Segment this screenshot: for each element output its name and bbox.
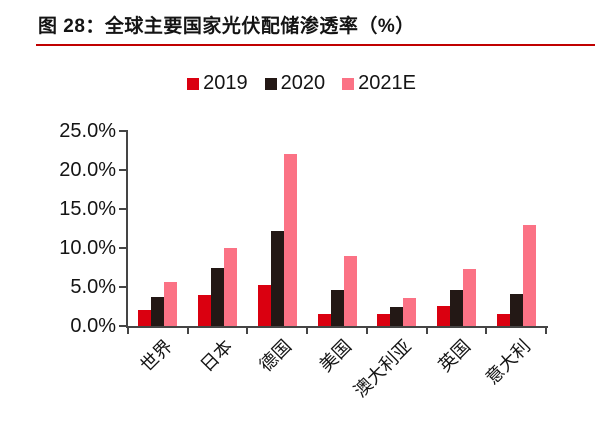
bar-2019-英国 (436, 305, 450, 326)
bar-2020-德国 (270, 230, 284, 326)
x-axis-label-德国: 德国 (255, 336, 296, 376)
y-axis-tick (119, 169, 128, 171)
figure-title: 图 28：全球主要国家光伏配储渗透率（%） (38, 16, 415, 37)
bar-2019-日本 (198, 294, 212, 326)
legend-item-2020: 2020 (264, 72, 326, 95)
bar-2020-世界 (151, 297, 165, 326)
bar-2019-美国 (317, 314, 331, 326)
bar-2019-德国 (257, 285, 271, 326)
y-axis-tick-label: 5.0% (70, 276, 116, 298)
bar-2019-世界 (138, 310, 152, 326)
y-axis-tick (119, 247, 128, 249)
bar-2019-澳大利亚 (377, 314, 391, 326)
bar-2021E-日本 (224, 248, 238, 326)
legend-label-2020: 2020 (280, 72, 326, 94)
y-axis-tick (119, 286, 128, 288)
bar-2020-英国 (449, 290, 463, 326)
x-axis-tick (365, 328, 368, 334)
legend-label-2019: 2019 (203, 72, 248, 94)
bar-2020-美国 (330, 290, 344, 326)
y-axis-tick (119, 325, 128, 327)
x-axis-tick (425, 328, 428, 334)
legend-item-2021e: 2021E (342, 72, 416, 95)
y-axis-tick-label: 15.0% (59, 198, 116, 220)
bar-2021E-美国 (343, 255, 357, 326)
chart-legend: 2019 2020 2021E (0, 72, 603, 95)
y-axis-line (126, 131, 128, 328)
bar-2021E-澳大利亚 (403, 297, 417, 326)
bar-2020-澳大利亚 (390, 306, 404, 326)
legend-item-2019: 2019 (187, 72, 248, 95)
bar-2021E-意大利 (522, 224, 536, 326)
x-axis-tick (545, 328, 547, 334)
x-axis-label-美国: 美国 (315, 336, 356, 376)
bar-2020-日本 (211, 267, 225, 326)
legend-swatch-2021e (342, 77, 355, 90)
x-axis-label-英国: 英国 (434, 336, 475, 376)
legend-label-2021e: 2021E (358, 72, 416, 94)
bar-2021E-德国 (283, 154, 297, 326)
bar-2021E-世界 (164, 281, 178, 326)
y-axis-tick (119, 130, 128, 132)
y-axis-tick-label: 20.0% (59, 159, 116, 181)
y-axis-tick-label: 25.0% (59, 120, 116, 142)
legend-swatch-2019 (187, 77, 200, 90)
x-axis-tick (186, 328, 189, 334)
y-axis-tick (119, 208, 128, 210)
legend-swatch-2020 (264, 77, 277, 90)
x-axis-tick (246, 328, 249, 334)
bar-2021E-英国 (462, 269, 476, 326)
y-axis-tick-label: 0.0% (70, 315, 116, 337)
x-axis-tick (306, 328, 309, 334)
x-axis-label-澳大利亚: 澳大利亚 (349, 336, 415, 402)
x-axis-label-意大利: 意大利 (481, 336, 535, 389)
bar-2020-意大利 (509, 294, 523, 326)
x-axis-label-日本: 日本 (196, 336, 236, 376)
x-axis-tick (485, 328, 488, 334)
title-underline-rule (36, 44, 595, 46)
x-axis-line (126, 326, 548, 328)
x-axis-label-世界: 世界 (136, 336, 177, 376)
x-axis-tick (127, 328, 129, 334)
bar-2019-意大利 (496, 314, 510, 326)
y-axis-tick-label: 10.0% (59, 237, 116, 259)
